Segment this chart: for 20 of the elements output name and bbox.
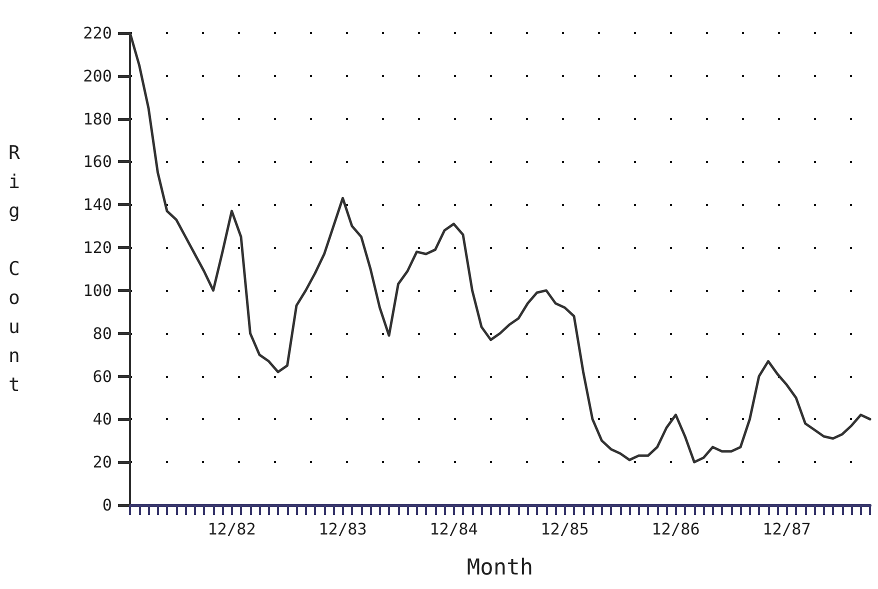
x-tick-label: 12/83: [318, 520, 367, 538]
y-tick-label: 200: [83, 66, 112, 86]
y-tick-label: 180: [83, 109, 112, 128]
x-tick-label: 12/84: [430, 520, 478, 538]
y-tick-label: 0: [102, 496, 112, 514]
y-tick-label: 220: [83, 24, 112, 42]
y-tick-label: 60: [92, 366, 112, 386]
y-tick-label: 160: [83, 152, 112, 172]
y-tick-label: 80: [92, 324, 112, 343]
y-tick-label: 40: [92, 410, 112, 429]
y-tick-label: 20: [92, 452, 112, 472]
x-tick-label: 12/82: [208, 520, 256, 538]
x-tick-label: 12/87: [762, 520, 811, 538]
x-axis-title: Month: [466, 556, 534, 580]
x-tick-label: 12/86: [652, 520, 700, 538]
x-tick-label: 12/85: [540, 520, 589, 538]
y-tick-label: 120: [83, 238, 112, 258]
y-tick-label: 100: [83, 280, 112, 300]
y-tick-label: 140: [83, 195, 112, 214]
text: Rig Count: [8, 142, 20, 396]
